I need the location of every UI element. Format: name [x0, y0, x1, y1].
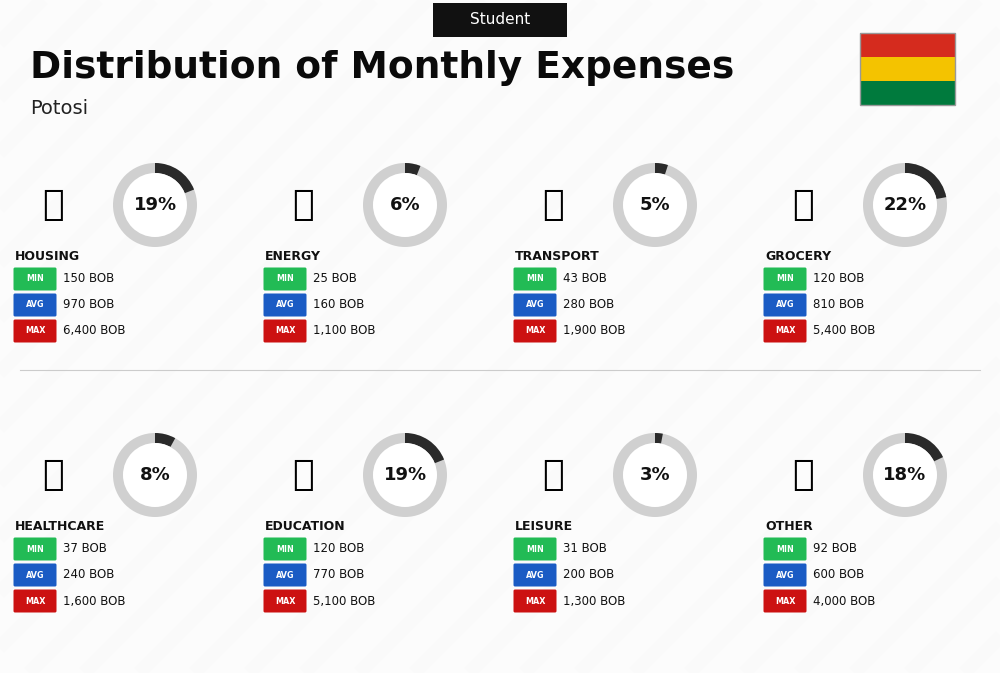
FancyBboxPatch shape [14, 563, 57, 586]
Text: 🛍: 🛍 [542, 458, 564, 492]
Text: 25 BOB: 25 BOB [313, 273, 357, 285]
Circle shape [863, 433, 947, 517]
Text: 150 BOB: 150 BOB [63, 273, 114, 285]
Text: 120 BOB: 120 BOB [813, 273, 864, 285]
FancyBboxPatch shape [764, 267, 807, 291]
Text: MAX: MAX [275, 326, 295, 336]
FancyBboxPatch shape [514, 267, 556, 291]
Text: AVG: AVG [26, 301, 44, 310]
Wedge shape [405, 163, 420, 175]
Text: ENERGY: ENERGY [265, 250, 321, 264]
Text: 19%: 19% [383, 466, 427, 484]
Text: MIN: MIN [26, 544, 44, 553]
Text: MAX: MAX [525, 596, 545, 606]
Circle shape [123, 173, 187, 237]
FancyBboxPatch shape [264, 563, 306, 586]
Text: 🚌: 🚌 [542, 188, 564, 222]
Wedge shape [155, 433, 175, 447]
FancyBboxPatch shape [514, 320, 556, 343]
Circle shape [613, 163, 697, 247]
Text: 6,400 BOB: 6,400 BOB [63, 324, 126, 337]
Text: EDUCATION: EDUCATION [265, 520, 346, 534]
FancyBboxPatch shape [14, 320, 57, 343]
Text: MAX: MAX [25, 596, 45, 606]
FancyBboxPatch shape [514, 563, 556, 586]
Circle shape [373, 443, 437, 507]
Text: 1,100 BOB: 1,100 BOB [313, 324, 376, 337]
Text: MIN: MIN [26, 275, 44, 283]
Text: MIN: MIN [776, 275, 794, 283]
Wedge shape [905, 433, 943, 462]
Text: MAX: MAX [275, 596, 295, 606]
Circle shape [363, 433, 447, 517]
Text: 8%: 8% [140, 466, 170, 484]
Text: MIN: MIN [526, 544, 544, 553]
Text: MAX: MAX [775, 596, 795, 606]
Text: Student: Student [470, 13, 530, 28]
Text: 120 BOB: 120 BOB [313, 542, 364, 555]
Wedge shape [905, 163, 946, 199]
FancyBboxPatch shape [14, 590, 57, 612]
Text: Potosi: Potosi [30, 98, 88, 118]
Circle shape [623, 443, 687, 507]
Wedge shape [655, 433, 663, 444]
Text: AVG: AVG [276, 571, 294, 579]
Circle shape [123, 443, 187, 507]
Text: 200 BOB: 200 BOB [563, 569, 614, 581]
FancyBboxPatch shape [514, 590, 556, 612]
Text: MIN: MIN [276, 275, 294, 283]
Wedge shape [405, 433, 444, 463]
FancyBboxPatch shape [764, 590, 807, 612]
Text: 🎓: 🎓 [292, 458, 314, 492]
Text: AVG: AVG [776, 571, 794, 579]
Text: MIN: MIN [526, 275, 544, 283]
FancyBboxPatch shape [264, 293, 306, 316]
Text: Distribution of Monthly Expenses: Distribution of Monthly Expenses [30, 50, 734, 86]
Text: MIN: MIN [776, 544, 794, 553]
FancyBboxPatch shape [860, 81, 955, 105]
Text: AVG: AVG [276, 301, 294, 310]
Text: 240 BOB: 240 BOB [63, 569, 114, 581]
Text: AVG: AVG [776, 301, 794, 310]
Text: 5,400 BOB: 5,400 BOB [813, 324, 875, 337]
Text: MAX: MAX [525, 326, 545, 336]
FancyBboxPatch shape [860, 57, 955, 81]
FancyBboxPatch shape [860, 33, 955, 57]
Text: 1,600 BOB: 1,600 BOB [63, 594, 126, 608]
Text: 💰: 💰 [792, 458, 814, 492]
Text: HEALTHCARE: HEALTHCARE [15, 520, 105, 534]
Text: 92 BOB: 92 BOB [813, 542, 857, 555]
FancyBboxPatch shape [764, 563, 807, 586]
Text: 🔌: 🔌 [292, 188, 314, 222]
FancyBboxPatch shape [764, 320, 807, 343]
FancyBboxPatch shape [764, 538, 807, 561]
Circle shape [873, 443, 937, 507]
Circle shape [363, 163, 447, 247]
Text: 3%: 3% [640, 466, 670, 484]
Wedge shape [655, 163, 668, 174]
Circle shape [623, 173, 687, 237]
Text: 18%: 18% [883, 466, 927, 484]
Text: OTHER: OTHER [765, 520, 813, 534]
Text: MIN: MIN [276, 544, 294, 553]
Text: 37 BOB: 37 BOB [63, 542, 107, 555]
FancyBboxPatch shape [514, 293, 556, 316]
Text: 5%: 5% [640, 196, 670, 214]
Text: 280 BOB: 280 BOB [563, 299, 614, 312]
Text: 810 BOB: 810 BOB [813, 299, 864, 312]
Text: 160 BOB: 160 BOB [313, 299, 364, 312]
Text: 22%: 22% [883, 196, 927, 214]
Text: 6%: 6% [390, 196, 420, 214]
Text: AVG: AVG [26, 571, 44, 579]
Wedge shape [155, 163, 194, 193]
Text: AVG: AVG [526, 301, 544, 310]
Text: TRANSPORT: TRANSPORT [515, 250, 600, 264]
Circle shape [863, 163, 947, 247]
Text: 43 BOB: 43 BOB [563, 273, 607, 285]
Text: 1,900 BOB: 1,900 BOB [563, 324, 626, 337]
Text: 970 BOB: 970 BOB [63, 299, 114, 312]
Text: MAX: MAX [775, 326, 795, 336]
Circle shape [373, 173, 437, 237]
FancyBboxPatch shape [264, 538, 306, 561]
